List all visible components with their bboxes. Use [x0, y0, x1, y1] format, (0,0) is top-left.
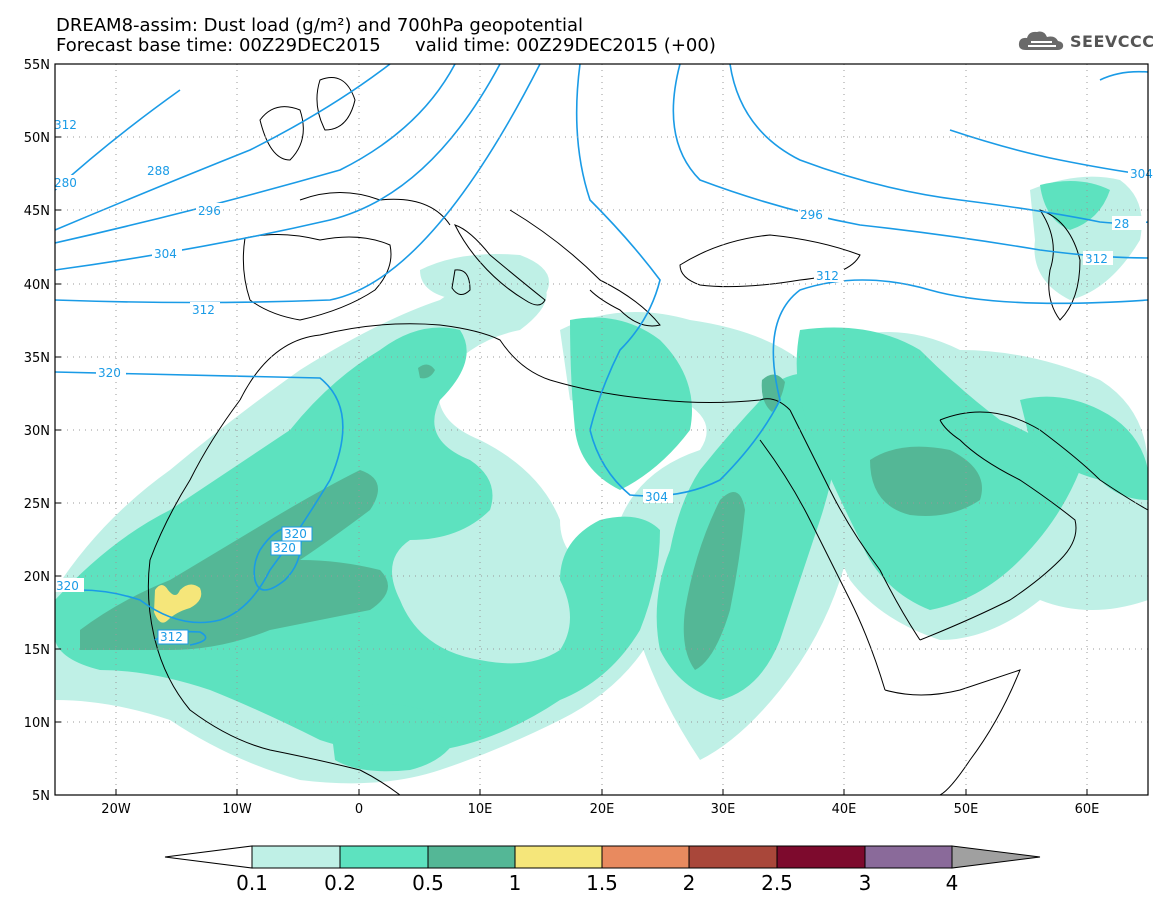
lat-label: 20N — [24, 570, 50, 585]
colorbar-label: 1 — [509, 871, 522, 895]
colorbar-segment — [776, 845, 866, 869]
lat-label: 50N — [24, 131, 50, 146]
lat-label: 45N — [24, 204, 50, 219]
axis-ticks — [55, 63, 1088, 796]
lon-label: 10E — [468, 802, 493, 817]
lon-label: 20W — [101, 802, 131, 817]
dust-band-dark-arabia — [870, 446, 982, 516]
isohypse-288 — [55, 64, 391, 231]
coastline-iberia — [242, 233, 392, 321]
lat-label: 40N — [24, 278, 50, 293]
lon-label: 20E — [590, 802, 615, 817]
colorbar-label: 4 — [946, 871, 959, 895]
colorbar-segment — [251, 845, 341, 869]
title-line-2: Forecast base time: 00Z29DEC2015 valid t… — [56, 35, 716, 56]
isohypse-label: 312 — [160, 630, 183, 644]
lat-label: 55N — [24, 58, 50, 73]
coastlines — [147, 77, 1148, 795]
isohypse-north-east — [1099, 70, 1148, 81]
isohypse-label: 312 — [192, 303, 215, 317]
lon-label: 50E — [954, 802, 979, 817]
dust-band-mid-egypt — [570, 317, 692, 490]
isohypse-296 — [55, 64, 456, 244]
lat-label: 35N — [24, 351, 50, 366]
isohypse-label: 320 — [98, 366, 121, 380]
cloud-icon — [1018, 31, 1064, 50]
lat-label: 5N — [32, 789, 50, 804]
lat-label: 25N — [24, 497, 50, 512]
lon-labels: 20W 10W 0 10E 20E 30E 40E 50E 60E — [101, 802, 1099, 817]
colorbar: 0.1 0.2 0.5 1 1.5 2 2.5 3 4 — [164, 845, 1041, 895]
dust-band-dark-sinai — [761, 374, 785, 412]
seevccc-logo: SEEVCCC — [1016, 26, 1155, 56]
isohypse-label: 28 — [1114, 217, 1129, 231]
isohypse-label: 304 — [645, 490, 668, 504]
isohypse-label: 296 — [198, 204, 221, 218]
colorbar-segment — [427, 845, 516, 869]
coastline-horn-africa — [884, 669, 1021, 795]
isohypse-label: 320 — [273, 541, 296, 555]
dust-band-mid-caspian — [1040, 181, 1110, 230]
colorbar-segment — [601, 845, 690, 869]
dust-band-dark-sudan — [683, 492, 745, 670]
lon-label: 30E — [711, 802, 736, 817]
dust-band-yellow-senegal — [154, 584, 202, 623]
coastline-italy — [451, 224, 546, 306]
dust-field — [55, 176, 1148, 784]
isohypse-label: 288 — [147, 164, 170, 178]
isohypse-label: 280 — [54, 176, 77, 190]
isohypse-288-east — [949, 129, 1148, 176]
dust-band-mid-gulf — [1020, 396, 1148, 500]
lon-label: 40E — [832, 802, 857, 817]
colorbar-above-arrow — [951, 845, 1041, 869]
isohypse-312-west — [55, 64, 541, 304]
colorbar-label: 0.5 — [412, 871, 444, 895]
colorbar-label: 2 — [683, 871, 696, 895]
colorbar-label: 2.5 — [761, 871, 793, 895]
lat-label: 10N — [24, 716, 50, 731]
coastline-arabia — [919, 419, 1077, 641]
coastline-red-sea — [759, 409, 921, 691]
lat-label: 30N — [24, 424, 50, 439]
dust-band-dark-libya — [418, 364, 435, 379]
colorbar-segment — [688, 845, 778, 869]
isohypse-296-east — [729, 64, 1148, 225]
colorbar-segment — [339, 845, 429, 869]
lon-label: 10W — [222, 802, 252, 817]
isohypse-label: 312 — [816, 269, 839, 283]
lat-labels: 55N 50N 45N 40N 35N 30N 25N 20N 15N 10N … — [24, 58, 50, 804]
colorbar-label: 0.1 — [236, 871, 268, 895]
dust-band-light-north — [420, 254, 550, 302]
logo-text: SEEVCCC — [1070, 31, 1155, 51]
isohypse-label: 312 — [1085, 252, 1108, 266]
isohypse-label: 304 — [154, 247, 177, 261]
coastline-balkans-greece — [509, 209, 661, 327]
isohypse-label: 320 — [284, 527, 307, 541]
isohypse-304-east — [672, 64, 1148, 259]
lon-label: 0 — [355, 802, 363, 817]
colorbar-label: 3 — [859, 871, 872, 895]
graticule — [55, 64, 1148, 795]
lat-label: 15N — [24, 643, 50, 658]
colorbar-segment — [514, 845, 603, 869]
isohypse-labels: 312 280 288 296 304 312 320 320 320 320 … — [52, 117, 1153, 645]
isohypse-label: 304 — [1130, 167, 1153, 181]
colorbar-segment — [864, 845, 953, 869]
isohypse-label: 296 — [800, 208, 823, 222]
coastline-africa-north — [239, 323, 791, 411]
coastline-africa-west — [147, 399, 401, 795]
isohypse-label: 320 — [56, 579, 79, 593]
coastline-iran — [939, 411, 1148, 511]
colorbar-label: 1.5 — [586, 871, 618, 895]
lon-label: 60E — [1075, 802, 1100, 817]
dust-band-mid-westafrica — [330, 704, 460, 772]
colorbar-below-arrow — [164, 845, 253, 869]
title-line-1: DREAM8-assim: Dust load (g/m²) and 700hP… — [56, 15, 583, 36]
colorbar-label: 0.2 — [324, 871, 356, 895]
isohypse-label: 312 — [54, 118, 77, 132]
